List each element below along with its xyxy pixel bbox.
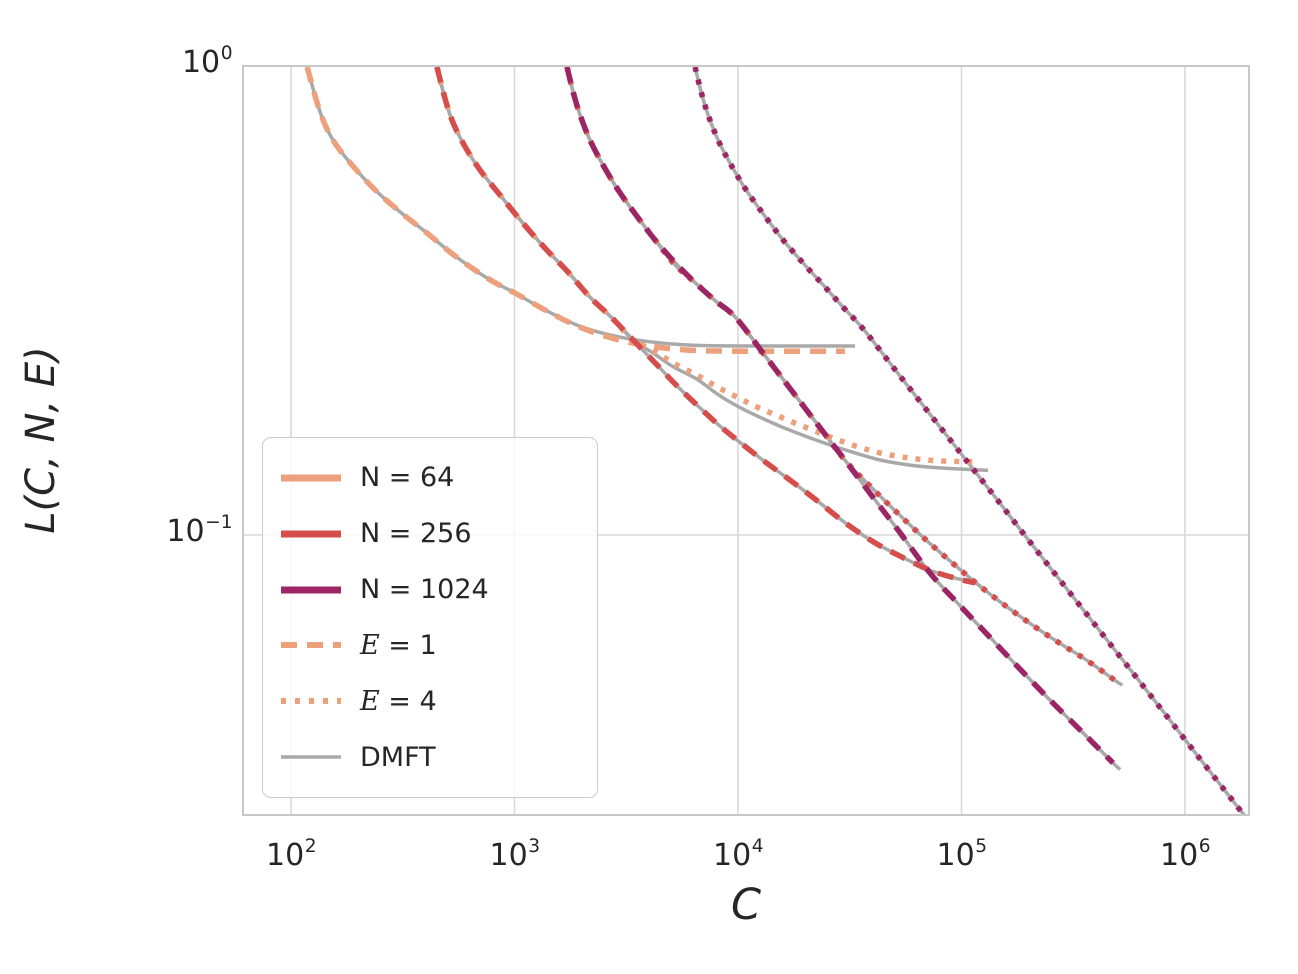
- curve-dmft-n64-e1: [305, 66, 856, 348]
- legend: N = 64 N = 256 N = 1024 E = 1 E = 4 DMFT: [262, 437, 598, 798]
- legend-item-label: E = 1: [360, 629, 437, 661]
- x-tick-label: 102: [265, 835, 317, 873]
- legend-math-var: E: [360, 685, 380, 717]
- tick-exponent: 2: [304, 835, 317, 857]
- curve-dmft-n1024-e1: [565, 66, 1122, 771]
- legend-math-var: E: [360, 629, 380, 661]
- legend-line-sample: [281, 755, 341, 759]
- x-axis-label: C: [730, 880, 762, 930]
- legend-item-n1024: N = 1024: [279, 574, 581, 605]
- tick-exponent: 5: [975, 835, 988, 857]
- legend-item-n64: N = 64: [279, 462, 581, 493]
- x-tick-label: 106: [1159, 835, 1211, 873]
- x-tick-label: 105: [936, 835, 988, 873]
- legend-item-label: E = 4: [360, 685, 437, 717]
- tick-exponent: 4: [751, 835, 764, 857]
- legend-line-sample: [281, 698, 341, 705]
- legend-item-label: DMFT: [360, 741, 436, 773]
- plot-border: [242, 65, 1250, 816]
- curves: [304, 66, 1247, 815]
- legend-item-label: N = 256: [360, 518, 472, 550]
- legend-line-sample: [281, 474, 341, 482]
- legend-item-e1: E = 1: [279, 630, 581, 661]
- legend-item-e4: E = 4: [279, 686, 581, 717]
- curve-n256-e1: [434, 66, 976, 586]
- tick-exponent: 3: [528, 835, 541, 857]
- legend-item-dmft: DMFT: [279, 742, 581, 773]
- tick-exponent: 6: [1198, 835, 1211, 857]
- tick-exponent: −1: [205, 511, 233, 533]
- curve-n1024-e1: [564, 66, 1115, 765]
- legend-item-label: N = 1024: [360, 574, 489, 606]
- y-axis-label: L(C, N, E): [18, 346, 64, 534]
- curve-n64-e1: [304, 66, 846, 354]
- x-tick-label: 103: [489, 835, 541, 873]
- y-tick-label: 10−1: [166, 511, 233, 549]
- legend-line-sample: [281, 530, 341, 538]
- legend-line-sample: [281, 642, 341, 649]
- legend-line-sample: [281, 586, 341, 594]
- y-tick-label: 100: [181, 42, 233, 80]
- curve-n64-e4: [434, 66, 976, 465]
- curve-dmft-n256-e4: [565, 66, 1124, 687]
- curve-n1024-e4: [692, 66, 1246, 815]
- tick-exponent: 0: [220, 42, 233, 64]
- legend-item-label: N = 64: [360, 462, 455, 494]
- x-tick-label: 104: [712, 835, 764, 873]
- legend-item-n256: N = 256: [279, 518, 581, 549]
- curve-n256-e4: [564, 66, 1117, 683]
- curve-dmft-n1024-e4: [693, 66, 1247, 815]
